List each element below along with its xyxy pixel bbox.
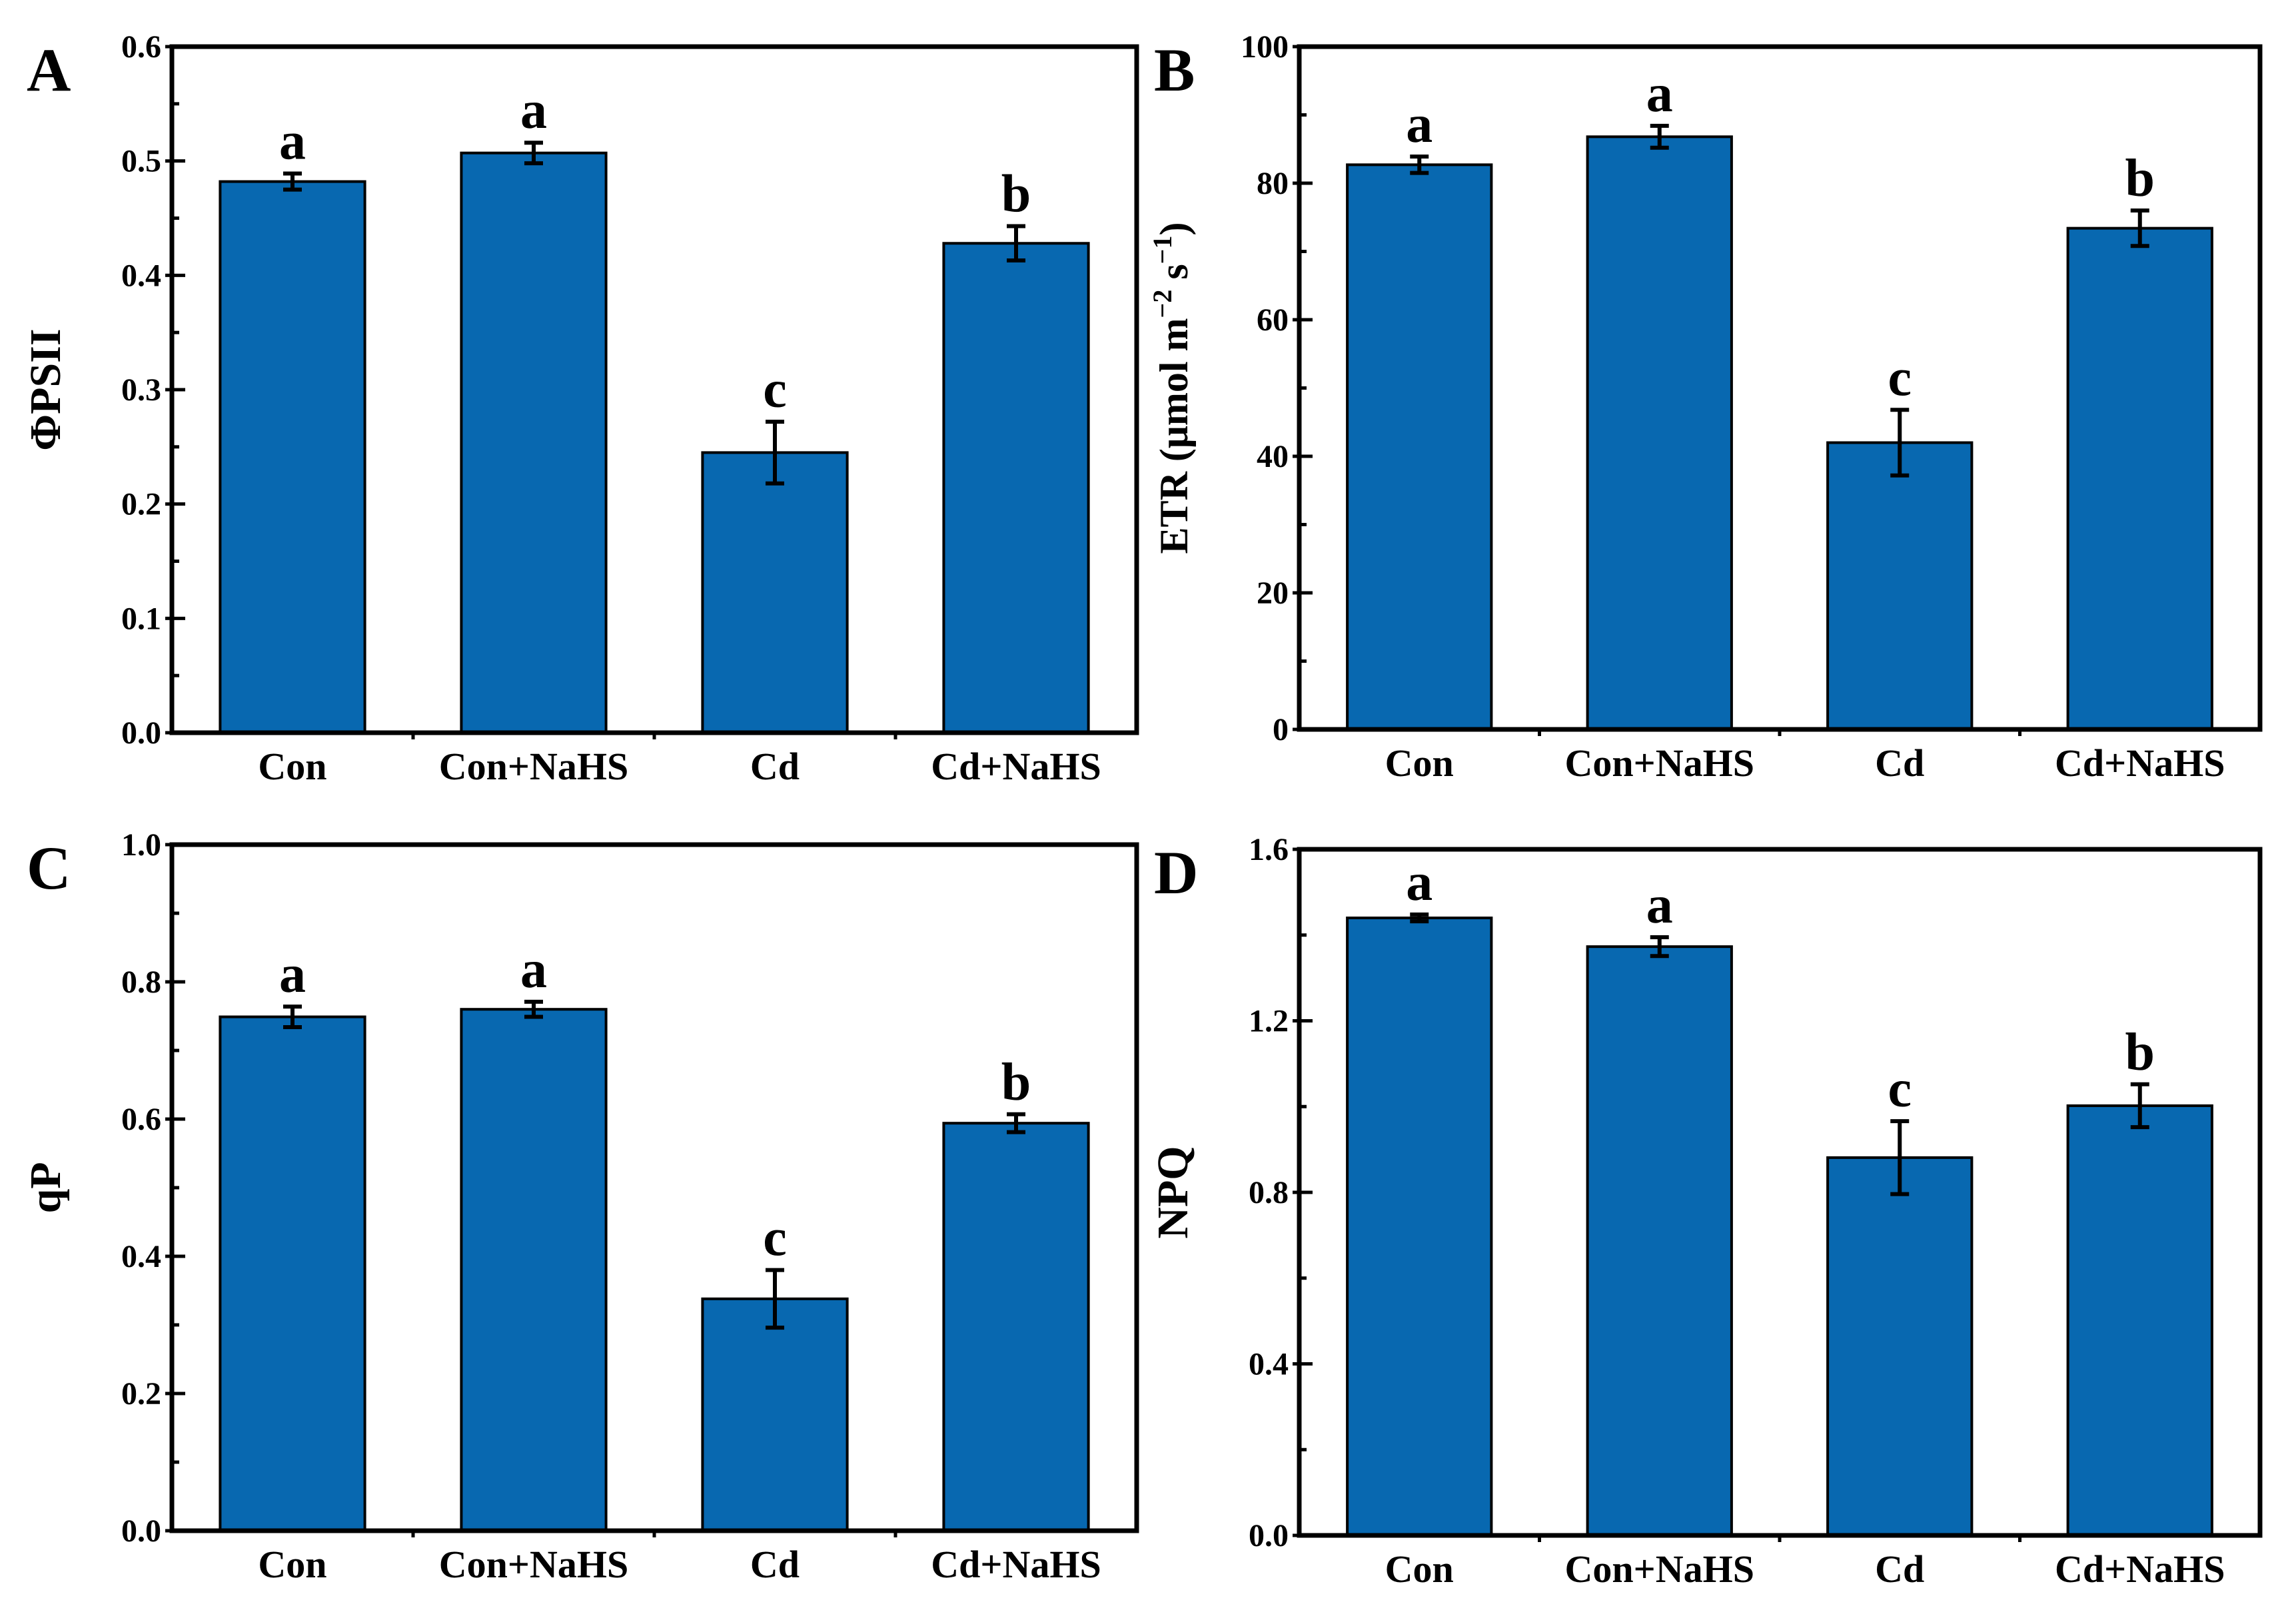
category-label: Cd bbox=[1875, 1547, 1924, 1591]
y-tick-label: 0.4 bbox=[121, 258, 161, 293]
y-tick-label: 80 bbox=[1257, 166, 1289, 201]
significance-letter: b bbox=[1001, 1053, 1031, 1112]
y-tick-label: 0.0 bbox=[121, 1513, 161, 1549]
significance-letter: b bbox=[2125, 149, 2155, 208]
panel-a: A 0.0 0.1 0.2 0.3 0.4 0.5 0.6 a Con a Con+NaHS c Cd b C… bbox=[21, 29, 1139, 788]
panel-b: B 0 20 40 60 80 100 a Con a Con+NaHS c Cd b Cd+NaHS ETR… bbox=[1147, 29, 2263, 785]
panel-letter: C bbox=[27, 834, 71, 902]
significance-letter: c bbox=[763, 360, 787, 419]
y-tick-label: 0.2 bbox=[121, 487, 161, 522]
y-tick-label: 0.6 bbox=[121, 1102, 161, 1137]
bar bbox=[701, 451, 849, 735]
y-axis-title: qP bbox=[21, 1162, 70, 1213]
category-label: Cd+NaHS bbox=[2055, 741, 2225, 785]
bar bbox=[942, 242, 1090, 734]
category-label: Con bbox=[1385, 741, 1454, 785]
bar bbox=[2066, 226, 2213, 731]
category-label: Cd bbox=[750, 1543, 800, 1586]
y-axis-title: NPQ bbox=[1149, 1146, 1197, 1238]
significance-letter: a bbox=[520, 941, 547, 999]
bar bbox=[701, 1297, 849, 1532]
y-tick-label: 100 bbox=[1241, 29, 1289, 65]
y-tick-label: 1.2 bbox=[1249, 1004, 1289, 1039]
significance-letter: a bbox=[279, 113, 306, 171]
bar bbox=[1586, 135, 1733, 731]
category-label: Con bbox=[258, 745, 326, 788]
y-tick-label: 0.5 bbox=[121, 144, 161, 179]
y-axis-title: ETR (μmol m−2 s−1) bbox=[1147, 222, 1196, 554]
significance-letter: c bbox=[1888, 348, 1912, 407]
y-tick-label: 0.4 bbox=[1249, 1347, 1289, 1382]
y-tick-label: 0.1 bbox=[121, 601, 161, 636]
bar bbox=[942, 1122, 1090, 1533]
significance-letter: c bbox=[763, 1209, 787, 1268]
significance-letter: a bbox=[1646, 65, 1673, 123]
significance-letter: a bbox=[520, 81, 547, 140]
bar bbox=[1586, 945, 1733, 1537]
panel-c: C 0.0 0.2 0.4 0.6 0.8 1.0 a Con a Con+NaHS c Cd b Cd+N… bbox=[21, 827, 1139, 1586]
significance-letter: b bbox=[1001, 165, 1031, 224]
category-label: Cd+NaHS bbox=[2055, 1547, 2225, 1591]
panel-letter: A bbox=[27, 36, 71, 104]
y-tick-label: 1.0 bbox=[121, 827, 161, 863]
category-label: Con+NaHS bbox=[1565, 1547, 1754, 1591]
y-tick-label: 0.4 bbox=[121, 1239, 161, 1274]
plot-frame bbox=[169, 842, 1139, 1533]
category-label: Con+NaHS bbox=[1565, 741, 1754, 785]
panel-letter: D bbox=[1154, 839, 1198, 907]
y-axis-title-part: −2 bbox=[1147, 290, 1177, 318]
y-tick-label: 0.0 bbox=[1249, 1518, 1289, 1553]
y-tick-label: 1.6 bbox=[1249, 832, 1289, 867]
category-label: Cd bbox=[1875, 741, 1924, 785]
category-label: Con bbox=[1385, 1547, 1454, 1591]
category-label: Con+NaHS bbox=[439, 1543, 628, 1586]
category-label: Cd+NaHS bbox=[931, 745, 1101, 788]
panel-d: D 0.0 0.4 0.8 1.2 1.6 a Con a Con+NaHS c Cd b Cd+NaHS… bbox=[1149, 832, 2263, 1591]
plot-frame bbox=[1297, 847, 2263, 1538]
y-axis-title: ΦPSII bbox=[21, 328, 70, 450]
significance-letter: c bbox=[1888, 1060, 1912, 1118]
category-label: Con+NaHS bbox=[439, 745, 628, 788]
category-label: Cd bbox=[750, 745, 800, 788]
category-label: Con bbox=[258, 1543, 326, 1586]
category-label: Cd+NaHS bbox=[931, 1543, 1101, 1586]
y-axis-title-part: ETR (μmol m bbox=[1152, 318, 1196, 554]
significance-letter: a bbox=[1406, 853, 1433, 912]
y-tick-label: 0.0 bbox=[121, 715, 161, 751]
bar bbox=[460, 151, 608, 734]
y-tick-label: 40 bbox=[1257, 439, 1289, 474]
panel-letter: B bbox=[1154, 36, 1195, 104]
y-tick-label: 0 bbox=[1273, 712, 1289, 747]
y-axis-title-part: −1 bbox=[1147, 236, 1177, 264]
bar bbox=[1826, 1156, 1974, 1537]
significance-letter: a bbox=[1646, 876, 1673, 935]
bar bbox=[219, 1015, 366, 1532]
significance-letter: a bbox=[279, 945, 306, 1004]
y-axis-title-part: s bbox=[1152, 264, 1196, 289]
significance-letter: b bbox=[2125, 1023, 2155, 1082]
y-tick-label: 0.8 bbox=[121, 965, 161, 1000]
y-tick-label: 0.8 bbox=[1249, 1175, 1289, 1210]
y-tick-label: 20 bbox=[1257, 576, 1289, 611]
y-tick-label: 0.6 bbox=[121, 29, 161, 65]
bar bbox=[1346, 163, 1493, 731]
y-tick-label: 60 bbox=[1257, 302, 1289, 338]
significance-letter: a bbox=[1406, 95, 1433, 154]
plot-frame bbox=[169, 44, 1139, 735]
plot-frame bbox=[1297, 44, 2263, 732]
y-axis-title-part: ) bbox=[1152, 222, 1196, 236]
bar bbox=[1346, 917, 1493, 1537]
bar bbox=[1826, 441, 1974, 731]
bar bbox=[219, 180, 366, 735]
y-tick-label: 0.2 bbox=[121, 1376, 161, 1411]
y-tick-label: 0.3 bbox=[121, 372, 161, 408]
bar bbox=[2066, 1104, 2213, 1537]
bar bbox=[460, 1008, 608, 1532]
